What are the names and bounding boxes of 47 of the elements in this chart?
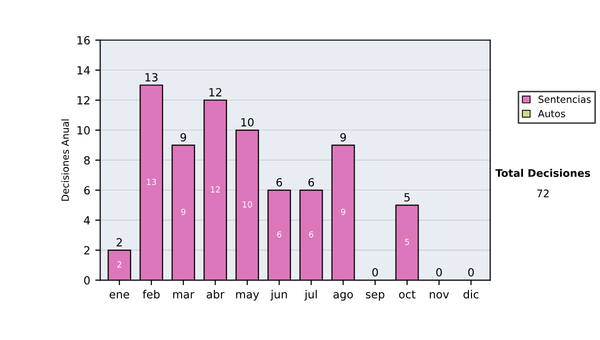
x-tick-label: abr bbox=[206, 290, 224, 298]
total-label: 13 bbox=[146, 73, 158, 82]
y-tick-label: 0 bbox=[84, 276, 90, 285]
total-label: 9 bbox=[340, 133, 346, 142]
text: Total Decisiones bbox=[495, 168, 590, 177]
y-axis-title: Decisiones Anual bbox=[61, 119, 69, 201]
y-tick-label: 8 bbox=[84, 156, 90, 165]
total-label: 0 bbox=[436, 268, 442, 277]
y-tick-label: 14 bbox=[78, 66, 90, 74]
x-tick-label: sep bbox=[366, 292, 384, 301]
x-tick-label: jul bbox=[304, 290, 317, 301]
data-label: 6 bbox=[309, 231, 314, 238]
data-label: 13 bbox=[146, 178, 156, 186]
data-label: 6 bbox=[277, 231, 282, 238]
x-tick-label: oct bbox=[399, 290, 416, 298]
legend-label: Sentencias bbox=[538, 95, 591, 104]
total-label: 5 bbox=[404, 193, 410, 202]
x-tick-label: mar bbox=[173, 292, 194, 298]
x-tick-label: jun bbox=[270, 290, 287, 301]
data-label: 2 bbox=[117, 261, 122, 268]
y-tick-label: 4 bbox=[84, 216, 90, 224]
y-tick-label: 10 bbox=[78, 126, 90, 135]
data-label: 5 bbox=[405, 238, 410, 246]
total-label: 2 bbox=[116, 238, 122, 246]
x-tick-label: may bbox=[236, 292, 260, 301]
total-label: 9 bbox=[180, 133, 186, 142]
total-label: 6 bbox=[308, 178, 314, 186]
total-label: 0 bbox=[372, 268, 378, 277]
y-tick-label: 12 bbox=[78, 96, 90, 104]
total-label: 10 bbox=[241, 118, 254, 126]
y-tick-label: 2 bbox=[84, 246, 90, 254]
total-label: 0 bbox=[468, 268, 474, 277]
x-tick-label: ene bbox=[110, 292, 130, 298]
data-label: 9 bbox=[341, 208, 346, 216]
text: 72 bbox=[537, 189, 549, 198]
x-tick-label: nov bbox=[430, 292, 449, 298]
x-tick-label: feb bbox=[142, 290, 160, 298]
x-tick-label: ago bbox=[333, 292, 353, 301]
x-tick-label: dic bbox=[464, 290, 478, 298]
data-label: 10 bbox=[242, 201, 252, 208]
total-label: 6 bbox=[276, 178, 282, 186]
data-label: 9 bbox=[181, 208, 186, 216]
y-tick-label: 6 bbox=[84, 186, 90, 195]
total-label: 12 bbox=[209, 88, 222, 96]
y-tick-label: 16 bbox=[78, 36, 90, 44]
legend-label: Autos bbox=[538, 110, 566, 118]
data-label: 12 bbox=[210, 186, 220, 192]
